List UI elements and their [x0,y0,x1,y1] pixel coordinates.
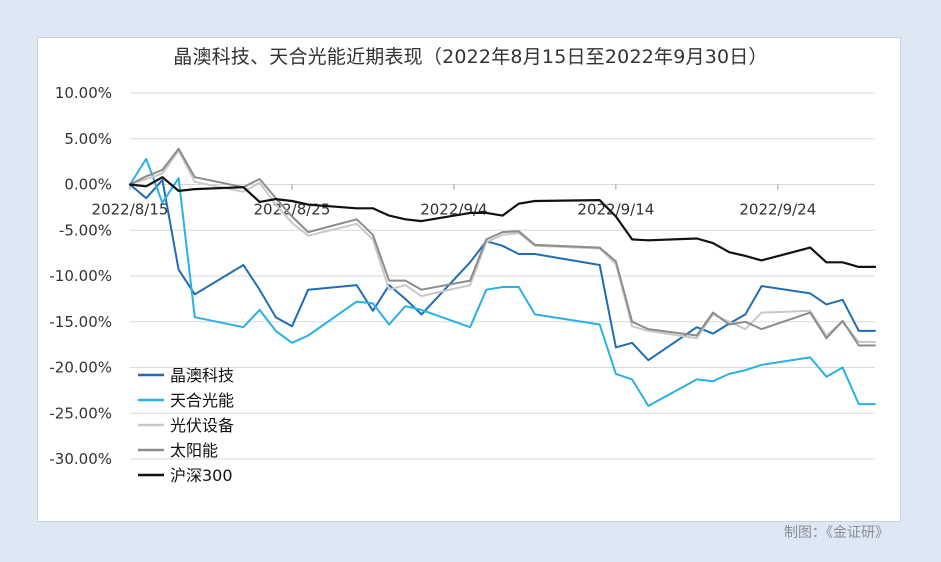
y-tick-label: -25.00% [49,404,112,422]
chart-panel [37,37,901,522]
y-tick-label: -15.00% [49,313,112,331]
y-tick-label: -30.00% [49,450,112,468]
x-tick-label: 2022/9/24 [739,201,816,219]
y-tick-label: 5.00% [64,130,112,148]
x-tick-label: 2022/8/15 [92,201,169,219]
series-line [129,149,876,343]
series-line [128,176,877,268]
y-tick-label: 10.00% [55,84,112,102]
y-tick-label: -10.00% [49,267,112,285]
series-line [129,147,876,347]
legend-label: 沪深300 [170,466,233,485]
legend-label: 太阳能 [170,441,218,460]
y-tick-label: 0.00% [64,176,112,194]
legend-label: 晶澳科技 [170,366,234,385]
series-line [129,157,876,407]
legend-label: 天合光能 [170,391,234,410]
chart-title: 晶澳科技、天合光能近期表现（2022年8月15日至2022年9月30日） [173,46,768,68]
y-tick-label: -20.00% [49,359,112,377]
x-tick-label: 2022/9/14 [577,201,654,219]
series-line [129,178,876,362]
y-tick-label: -5.00% [59,221,112,239]
credit-text: 制图：《金证研》 [784,525,889,541]
legend-label: 光伏设备 [170,416,234,435]
